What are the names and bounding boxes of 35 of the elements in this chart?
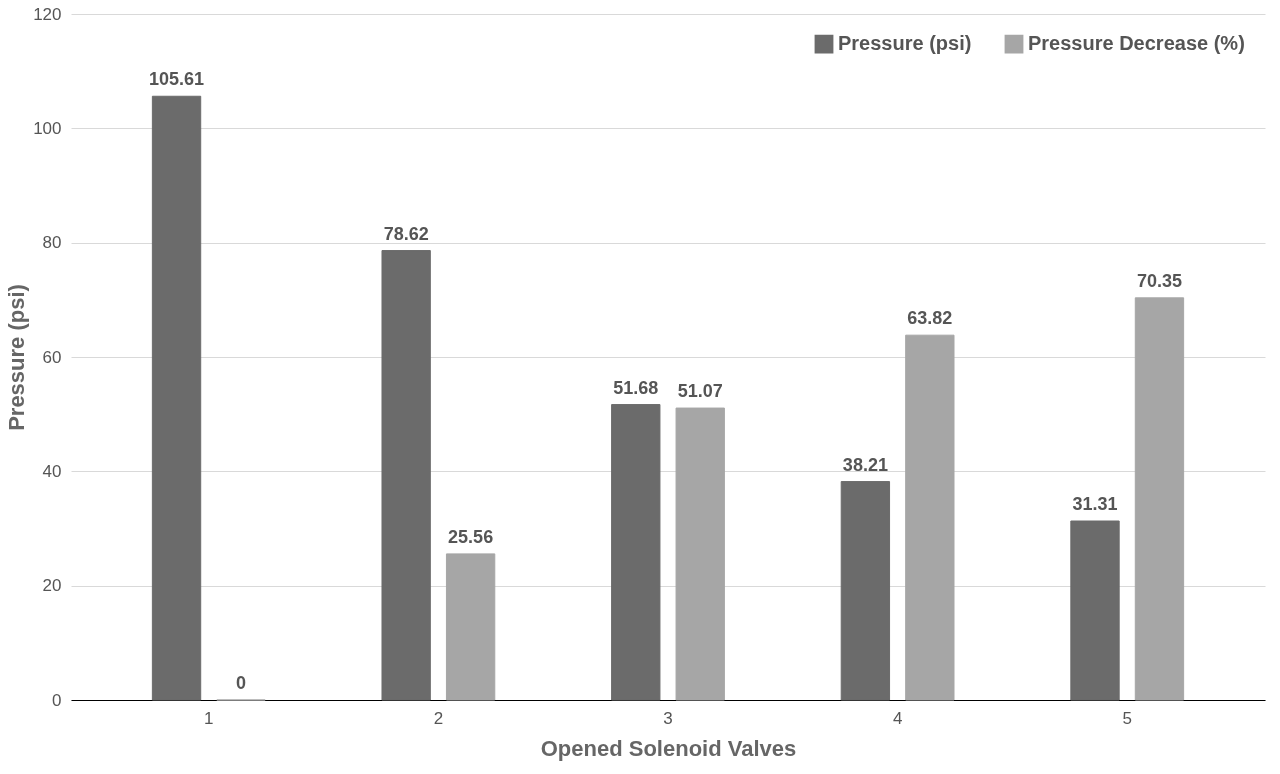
y-tick-label: 40 [42,461,62,481]
bar [445,553,496,701]
x-tick-label: 5 [1122,708,1132,728]
x-axis-title: Opened Solenoid Valves [540,735,797,761]
data-label: 51.07 [677,381,723,402]
data-label: 63.82 [907,308,953,329]
x-tick-label: 2 [433,708,444,728]
y-tick-label: 20 [42,576,62,596]
data-label: 105.61 [149,69,205,90]
y-axis-title: Pressure (psi) [4,284,30,431]
x-tick-label: 4 [892,708,903,728]
y-tick-label: 120 [33,4,62,24]
data-label: 25.56 [448,526,494,547]
y-tick-label: 100 [33,118,62,138]
y-tick-label: 0 [52,690,62,710]
bar [840,481,891,701]
data-label: 70.35 [1136,270,1182,291]
data-label: 0 [235,673,246,693]
bar [381,250,431,701]
bar [1070,520,1120,701]
y-tick-label: 60 [42,347,62,367]
legend-label: Pressure (psi) [838,32,972,55]
bar [675,407,725,701]
data-label: 78.62 [383,223,429,244]
x-tick-label: 3 [663,708,673,728]
bar [611,404,661,701]
data-label: 38.21 [842,454,888,475]
data-label: 51.68 [613,377,659,398]
y-tick-label: 80 [42,233,62,253]
bar [905,334,955,701]
data-label: 31.31 [1072,494,1118,515]
bar [1134,297,1185,701]
bar [151,95,202,701]
legend-label: Pressure Decrease (%) [1028,32,1245,55]
x-tick-label: 1 [204,708,214,728]
